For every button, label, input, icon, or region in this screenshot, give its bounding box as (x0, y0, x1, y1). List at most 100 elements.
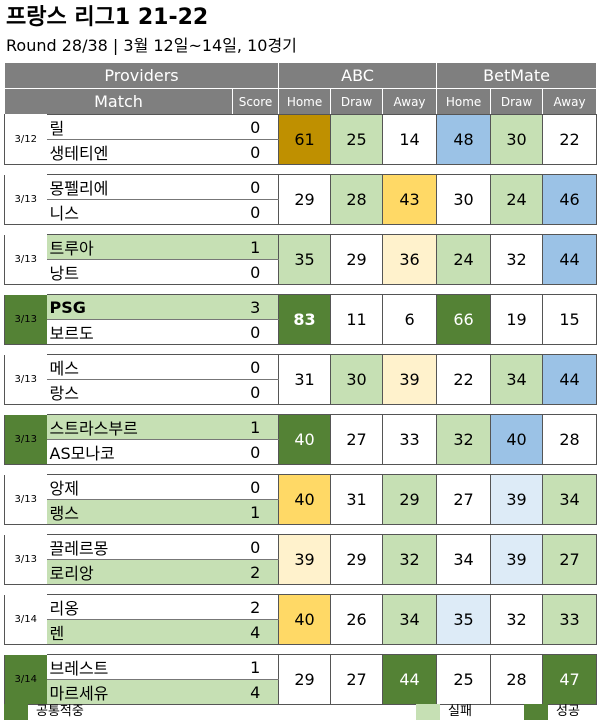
match-row-bottom: 로리앙 2 (5, 559, 597, 585)
match-date: 3/13 (4, 474, 47, 525)
abc-draw-header: Draw (330, 88, 384, 115)
abc-draw-odds: 27 (330, 414, 384, 465)
betmate-draw-odds: 19 (490, 294, 544, 345)
abc-draw-odds: 29 (330, 234, 384, 285)
legend-fail-label: 실패 (448, 704, 472, 719)
header-row-1: Providers ABC BetMate (3, 62, 598, 89)
betmate-home-header: Home (436, 88, 492, 115)
away-team: 랭스 (46, 499, 233, 525)
home-score: 0 (232, 114, 280, 140)
home-team: 몽펠리에 (46, 174, 233, 200)
betmate-away-odds: 44 (542, 234, 598, 285)
score-header: Score (231, 88, 280, 115)
legend: 공통적중 실패 성공 (4, 703, 596, 721)
abc-header: ABC (278, 62, 438, 89)
row-gap (5, 645, 597, 655)
abc-away-odds: 36 (382, 234, 438, 285)
match-date: 3/14 (4, 654, 47, 705)
betmate-away-odds: 47 (542, 654, 598, 705)
row-gap-cell (5, 645, 597, 655)
away-score: 2 (232, 559, 280, 585)
row-gap-cell (5, 225, 597, 235)
betmate-draw-odds: 39 (490, 534, 544, 585)
row-gap (5, 525, 597, 535)
match-row-bottom: 생테티엔 0 (5, 139, 597, 165)
row-gap-cell (5, 465, 597, 475)
abc-draw-odds: 27 (330, 654, 384, 705)
away-score: 0 (232, 319, 280, 345)
match-date: 3/12 (4, 114, 47, 165)
abc-home-odds: 61 (278, 114, 332, 165)
row-gap (5, 225, 597, 235)
betmate-header: BetMate (436, 62, 598, 89)
home-team: PSG (46, 294, 233, 320)
match-date: 3/13 (4, 354, 47, 405)
row-gap (5, 345, 597, 355)
betmate-draw-odds: 28 (490, 654, 544, 705)
home-score: 2 (232, 594, 280, 620)
away-team: 렌 (46, 619, 233, 645)
betmate-home-odds: 48 (436, 114, 492, 165)
match-date: 3/14 (4, 594, 47, 645)
match-date: 3/13 (4, 174, 47, 225)
betmate-away-header: Away (542, 88, 598, 115)
betmate-away-odds: 15 (542, 294, 598, 345)
away-team: 낭트 (46, 259, 233, 285)
betmate-draw-header: Draw (490, 88, 544, 115)
away-team: AS모나코 (46, 439, 233, 465)
match-header: Match (4, 88, 233, 115)
away-score: 0 (232, 139, 280, 165)
abc-away-odds: 33 (382, 414, 438, 465)
away-score: 1 (232, 499, 280, 525)
abc-away-header: Away (382, 88, 438, 115)
away-score: 0 (232, 439, 280, 465)
away-team: 생테티엔 (46, 139, 233, 165)
page-title: 프랑스 리그1 21-22 (6, 5, 209, 30)
home-score: 1 (232, 234, 280, 260)
legend-common-label: 공통적중 (36, 704, 84, 719)
match-row-top: 3/13 스트라스부르 1 40 27 33 32 40 28 (4, 414, 598, 465)
away-score: 0 (232, 379, 280, 405)
legend-success-swatch (524, 704, 548, 720)
home-team: 트루아 (46, 234, 233, 260)
match-date: 3/13 (4, 414, 47, 465)
abc-home-odds: 39 (278, 534, 332, 585)
betmate-draw-odds: 32 (490, 594, 544, 645)
abc-home-header: Home (278, 88, 332, 115)
betmate-home-odds: 24 (436, 234, 492, 285)
betmate-home-odds: 32 (436, 414, 492, 465)
row-gap-cell (5, 525, 597, 535)
match-row-top: 3/14 리옹 2 40 26 34 35 32 33 (4, 594, 598, 645)
match-row-top: 3/13 메스 0 31 30 39 22 34 44 (4, 354, 598, 405)
legend-fail-swatch (416, 704, 440, 720)
row-gap-cell (5, 585, 597, 595)
match-row-top: 3/13 PSG 3 83 11 6 66 19 15 (4, 294, 598, 345)
home-score: 0 (232, 354, 280, 380)
betmate-home-odds: 22 (436, 354, 492, 405)
match-row-bottom: 랑스 0 (5, 379, 597, 405)
match-row-top: 3/13 앙제 0 40 31 29 27 39 34 (4, 474, 598, 525)
betmate-away-odds: 34 (542, 474, 598, 525)
home-score: 1 (232, 414, 280, 440)
match-row-bottom: 랭스 1 (5, 499, 597, 525)
betmate-draw-odds: 39 (490, 474, 544, 525)
abc-home-odds: 29 (278, 174, 332, 225)
away-team: 니스 (46, 199, 233, 225)
abc-draw-odds: 29 (330, 534, 384, 585)
match-date: 3/13 (4, 294, 47, 345)
abc-away-odds: 34 (382, 594, 438, 645)
row-gap (5, 405, 597, 415)
betmate-away-odds: 22 (542, 114, 598, 165)
match-row-bottom: AS모나코 0 (5, 439, 597, 465)
abc-draw-odds: 30 (330, 354, 384, 405)
home-team: 메스 (46, 354, 233, 380)
abc-away-odds: 29 (382, 474, 438, 525)
abc-draw-odds: 28 (330, 174, 384, 225)
betmate-draw-odds: 24 (490, 174, 544, 225)
home-team: 끌레르몽 (46, 534, 233, 560)
abc-home-odds: 35 (278, 234, 332, 285)
abc-home-odds: 40 (278, 414, 332, 465)
abc-draw-odds: 11 (330, 294, 384, 345)
match-row-top: 3/13 트루아 1 35 29 36 24 32 44 (4, 234, 598, 285)
home-team: 리옹 (46, 594, 233, 620)
